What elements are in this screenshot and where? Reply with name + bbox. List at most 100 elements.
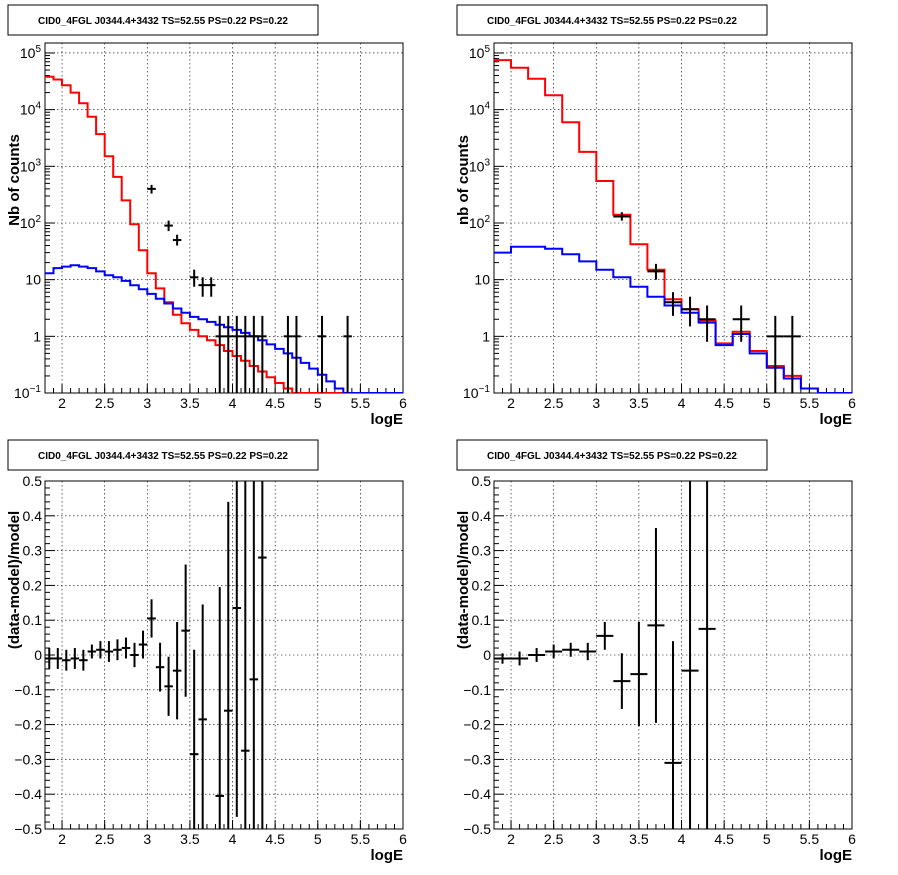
x-tick-label: 6 (848, 831, 856, 847)
y-tick-base: 10 (14, 385, 30, 401)
plot-area (494, 481, 716, 829)
model-total-histogram (45, 75, 403, 393)
y-tick-label: 102 (469, 214, 491, 231)
y-tick-label: −0.2 (463, 717, 491, 733)
y-tick-base: 10 (20, 45, 36, 61)
chart-title: CID0_4FGL J0344.4+3432 TS=52.55 PS=0.22 … (487, 451, 737, 462)
y-tick-base: 10 (469, 158, 485, 174)
y-tick-exp: 3 (484, 157, 490, 168)
y-tick-label: 10 (474, 272, 490, 288)
x-tick-label: 3.5 (180, 395, 200, 411)
x-tick-label: 2 (58, 395, 66, 411)
y-axis-label: Nb of counts (6, 134, 23, 226)
x-tick-label: 3.5 (629, 395, 649, 411)
chart-panel-3: CID0_4FGL J0344.4+3432 TS=52.55 PS=0.22 … (6, 439, 407, 864)
x-tick-label: 4.5 (714, 395, 734, 411)
y-tick-label: 0.1 (472, 612, 492, 628)
x-tick-label: 3 (592, 395, 600, 411)
title-box (7, 439, 319, 471)
y-tick-label: −0.1 (463, 682, 491, 698)
y-tick-label: 1 (482, 328, 490, 344)
y-tick-exp: 2 (484, 214, 490, 225)
x-tick-label: 4.5 (265, 831, 285, 847)
x-tick-label: 4 (678, 831, 686, 847)
y-tick-base: 10 (469, 215, 485, 231)
y-tick-base: 10 (463, 385, 479, 401)
plot-frame (44, 42, 404, 394)
y-tick-exp: −1 (479, 384, 491, 395)
chart-panel-2: CID0_4FGL J0344.4+3432 TS=52.55 PS=0.22 … (455, 4, 856, 428)
x-tick-label: 2.5 (95, 831, 115, 847)
x-axis-label: logE (820, 411, 853, 428)
x-tick-label: 3.5 (629, 831, 649, 847)
x-axis-label: logE (820, 847, 853, 864)
y-tick-label: 0.5 (472, 473, 492, 489)
y-tick-label: 0.3 (23, 543, 43, 559)
y-tick-exp: −1 (30, 384, 42, 395)
chart-panel-4: CID0_4FGL J0344.4+3432 TS=52.55 PS=0.22 … (455, 439, 856, 864)
y-tick-base: 10 (20, 158, 36, 174)
plot-area (45, 481, 267, 829)
y-tick-label: −0.3 (14, 751, 42, 767)
y-tick-exp: 5 (35, 44, 41, 55)
y-tick-label: −0.2 (14, 717, 42, 733)
y-tick-label: 0.5 (23, 473, 43, 489)
x-tick-label: 2 (507, 395, 515, 411)
y-tick-label: 0.4 (472, 508, 492, 524)
x-tick-label: 5.5 (351, 831, 371, 847)
y-tick-exp: 2 (35, 214, 41, 225)
y-tick-label: 0 (483, 647, 491, 663)
y-tick-base: 10 (25, 272, 41, 288)
y-tick-exp: 4 (35, 101, 41, 112)
y-tick-exp: 3 (35, 157, 41, 168)
chart-title: CID0_4FGL J0344.4+3432 TS=52.55 PS=0.22 … (487, 16, 737, 27)
y-tick-label: −0.5 (463, 821, 491, 837)
y-tick-label: 0.1 (23, 612, 43, 628)
x-tick-label: 5 (314, 395, 322, 411)
x-tick-label: 5 (763, 395, 771, 411)
x-tick-label: 2.5 (544, 831, 564, 847)
y-tick-base: 10 (469, 102, 485, 118)
y-tick-label: −0.5 (14, 821, 42, 837)
y-tick-label: 10 (25, 272, 41, 288)
x-tick-label: 4 (678, 395, 686, 411)
title-box (7, 4, 319, 36)
y-tick-label: 102 (20, 214, 42, 231)
x-tick-label: 4 (229, 395, 237, 411)
y-axis-label: nb of counts (455, 135, 472, 225)
model-total-histogram (494, 59, 852, 393)
y-tick-label: −0.4 (463, 786, 491, 802)
x-tick-label: 4 (229, 831, 237, 847)
y-tick-exp: 5 (484, 44, 490, 55)
y-tick-label: −0.4 (14, 786, 42, 802)
y-tick-label: 10−1 (463, 384, 490, 401)
y-tick-base: 10 (474, 272, 490, 288)
x-tick-label: 5.5 (800, 395, 820, 411)
chart-title: CID0_4FGL J0344.4+3432 TS=52.55 PS=0.22 … (38, 16, 288, 27)
x-tick-label: 3 (143, 395, 151, 411)
x-tick-label: 3 (592, 831, 600, 847)
x-axis-label: logE (371, 411, 404, 428)
y-tick-base: 10 (20, 102, 36, 118)
plot-area (494, 59, 852, 393)
plot-frame (493, 42, 853, 394)
chart-panel-1: CID0_4FGL J0344.4+3432 TS=52.55 PS=0.22 … (6, 4, 407, 428)
y-axis-label: (data-model)/model (455, 511, 472, 649)
y-tick-label: 104 (20, 101, 42, 118)
x-tick-label: 2 (58, 831, 66, 847)
y-tick-label: 1 (33, 328, 41, 344)
title-box (456, 4, 768, 36)
source-model-histogram (45, 264, 403, 393)
y-tick-base: 10 (20, 215, 36, 231)
source-model-histogram (494, 245, 852, 393)
y-tick-label: 103 (20, 157, 42, 174)
x-tick-label: 5.5 (351, 395, 371, 411)
x-tick-label: 4.5 (265, 395, 285, 411)
y-axis-label: (data-model)/model (6, 511, 23, 649)
x-tick-label: 6 (399, 831, 407, 847)
y-tick-label: −0.1 (14, 682, 42, 698)
chart-title: CID0_4FGL J0344.4+3432 TS=52.55 PS=0.22 … (38, 451, 288, 462)
y-tick-label: 105 (469, 44, 491, 61)
x-tick-label: 2 (507, 831, 515, 847)
